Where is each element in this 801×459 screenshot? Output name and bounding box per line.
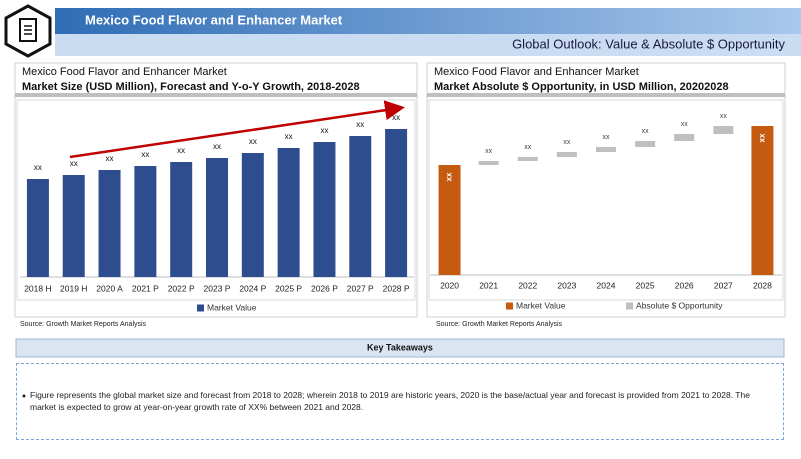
bar — [241, 153, 264, 277]
header-sub-banner — [55, 34, 801, 56]
bar — [385, 129, 408, 277]
bar-segment — [596, 147, 616, 152]
takeaways-title: Key Takeaways — [367, 342, 433, 352]
bar — [62, 175, 85, 277]
bar — [313, 142, 336, 277]
data-label: xx — [285, 132, 293, 141]
data-label: xx — [642, 128, 650, 135]
x-tick-label: 2021 — [479, 280, 498, 290]
takeaways-bar — [15, 338, 785, 358]
data-label: xx — [485, 148, 493, 155]
plot-frame — [16, 99, 416, 301]
data-label: xx — [320, 126, 328, 135]
x-tick-label: 2024 — [597, 280, 616, 290]
data-label: xx — [524, 144, 532, 151]
header-banner — [55, 8, 801, 34]
data-label: xx — [563, 139, 571, 146]
data-label: xx — [106, 154, 114, 163]
data-label: xx — [720, 113, 728, 120]
chart-subtitle: Market Absolute $ Opportunity, in USD Mi… — [434, 81, 729, 93]
data-label: xx — [34, 163, 42, 172]
x-tick-label: 2028 P — [383, 283, 410, 293]
legend-swatch — [506, 302, 513, 310]
x-tick-label: 2022 P — [168, 283, 195, 293]
x-tick-label: 2027 P — [347, 283, 374, 293]
bar — [98, 170, 121, 277]
takeaway-text: Figure represents the global market size… — [30, 390, 750, 412]
x-tick-label: 2020 A — [96, 283, 123, 293]
bar-segment — [635, 141, 656, 147]
data-label: xx — [392, 113, 400, 122]
x-tick-label: 2025 — [636, 280, 655, 290]
legend-label: Absolute $ Opportunity — [636, 300, 723, 310]
header-subtitle: Global Outlook: Value & Absolute $ Oppor… — [512, 36, 785, 51]
data-label: xx — [141, 150, 149, 159]
panel — [14, 62, 418, 318]
bar — [26, 179, 49, 277]
x-tick-label: 2019 H — [60, 283, 87, 293]
data-label: xx — [681, 121, 689, 128]
x-tick-label: 2026 — [675, 280, 694, 290]
x-tick-label: 2022 — [518, 280, 537, 290]
x-tick-label: 2025 P — [275, 283, 302, 293]
bar — [206, 158, 228, 277]
bar — [170, 162, 193, 277]
legend-swatch — [626, 302, 633, 310]
header-title: Mexico Food Flavor and Enhancer Market — [85, 12, 343, 27]
legend-label: Market Value — [207, 302, 257, 312]
x-tick-label: 2023 — [557, 280, 576, 290]
x-tick-label: 2021 P — [132, 283, 159, 293]
data-label: xx — [356, 120, 364, 129]
source: Source: Growth Market Reports Analysis — [20, 321, 147, 328]
bar-segment — [517, 157, 538, 161]
bar-segment — [713, 126, 734, 134]
legend-swatch — [197, 304, 204, 312]
data-label: xx — [177, 146, 185, 155]
chart-title: Mexico Food Flavor and Enhancer Market — [434, 66, 639, 78]
bar — [349, 136, 372, 277]
x-tick-label: 2023 P — [204, 283, 231, 293]
source: Source: Growth Market Reports Analysis — [436, 321, 563, 328]
bar-segment — [556, 152, 577, 157]
bar — [277, 148, 300, 277]
x-tick-label: 2027 — [714, 280, 733, 290]
bullet — [22, 394, 26, 398]
data-label: xx — [445, 172, 454, 181]
x-tick-label: 2028 — [753, 280, 772, 290]
chart-title: Mexico Food Flavor and Enhancer Market — [22, 66, 227, 78]
panel-rule — [15, 93, 417, 97]
bar — [438, 165, 461, 275]
chart-subtitle: Market Size (USD Million), Forecast and … — [22, 81, 360, 93]
data-label: xx — [213, 142, 221, 151]
data-label: xx — [758, 133, 767, 142]
trend-arrow — [69, 100, 405, 159]
panel — [426, 62, 786, 318]
x-tick-label: 2020 — [440, 280, 459, 290]
bar-segment — [478, 161, 499, 165]
x-tick-label: 2018 H — [24, 283, 51, 293]
x-tick-label: 2024 P — [239, 283, 266, 293]
bar — [751, 126, 774, 275]
bar-segment — [674, 134, 695, 141]
legend-label: Market Value — [516, 300, 566, 310]
data-label: xx — [249, 137, 257, 146]
bar — [134, 166, 157, 277]
x-tick-label: 2026 P — [311, 283, 338, 293]
takeaways-box — [16, 363, 784, 440]
data-label: xx — [70, 159, 78, 168]
panel-rule — [427, 93, 785, 97]
data-label: xx — [603, 134, 611, 141]
plot-frame — [428, 99, 784, 301]
